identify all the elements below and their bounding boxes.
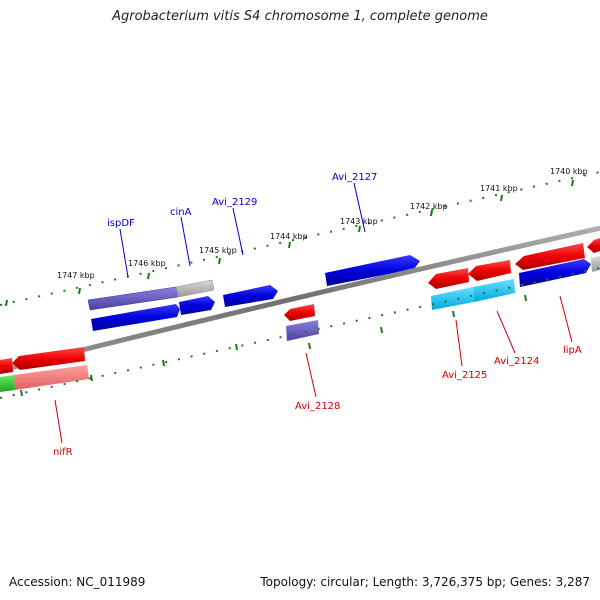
- map-title: Agrobacterium vitis S4 chromosome 1, com…: [112, 9, 488, 24]
- topology-text: Topology: circular; Length: 3,726,375 bp…: [260, 575, 590, 589]
- major-tick-1743: [358, 225, 361, 233]
- major-tick-1745: [218, 257, 221, 265]
- forward-label-lines: [119, 182, 366, 278]
- tick-label-1747: 1747 kbp: [57, 271, 95, 280]
- inner-major-tick-8: [524, 294, 527, 302]
- gene-avi-2127[interactable]: [325, 255, 420, 286]
- leader-lipa: [559, 295, 573, 343]
- inner-major-tick-3: [162, 359, 165, 367]
- tick-label-1744: 1744 kbp: [270, 232, 308, 241]
- gene-avi-2125-upper[interactable]: [428, 268, 469, 289]
- reverse-label-lines: [54, 295, 573, 444]
- gene-avi-2129[interactable]: [223, 285, 278, 307]
- gene-avi-2124-upper[interactable]: [468, 260, 511, 281]
- gene-nifr-upper[interactable]: [12, 347, 85, 370]
- inner-major-tick-4: [235, 343, 238, 351]
- major-tick-1747: [78, 287, 81, 295]
- label-avi-2128: Avi_2128: [295, 401, 340, 412]
- inner-major-tick-6: [380, 326, 383, 334]
- major-tick-left: [5, 299, 8, 307]
- accession-text: Accession: NC_011989: [9, 575, 146, 589]
- gene-ispdf-pseudo[interactable]: [175, 279, 215, 298]
- label-lipa: lipA: [563, 345, 582, 356]
- gene-lipa-upper[interactable]: [515, 243, 585, 270]
- leader-avi-2129: [232, 207, 244, 256]
- leader-avi-2124: [496, 310, 516, 354]
- inner-major-tick-1: [20, 389, 23, 397]
- gene-edge-right-lower[interactable]: [591, 256, 600, 272]
- gene-forward-1[interactable]: [91, 304, 180, 331]
- label-ispdf: ispDF: [107, 218, 135, 229]
- gene-avi-2124-lower[interactable]: [473, 279, 515, 302]
- outer-major-ticks: [5, 179, 574, 307]
- tick-label-1743: 1743 kbp: [340, 217, 378, 226]
- major-tick-1740: [571, 179, 574, 187]
- label-avi-2127: Avi_2127: [332, 172, 377, 183]
- inner-major-tick-7: [452, 310, 455, 318]
- major-tick-1742: [430, 209, 433, 217]
- major-tick-1744: [288, 241, 291, 249]
- label-avi-2125: Avi_2125: [442, 370, 487, 381]
- major-tick-1741: [500, 194, 503, 202]
- leader-avi-2127: [353, 182, 366, 233]
- label-avi-2129: Avi_2129: [212, 197, 257, 208]
- label-avi-2124: Avi_2124: [494, 356, 539, 367]
- leader-nifr: [54, 399, 63, 444]
- major-tick-1746: [147, 272, 150, 280]
- tick-label-1742: 1742 kbp: [410, 202, 448, 211]
- gene-avi-2125-lower[interactable]: [431, 287, 474, 310]
- gene-lipa-lower[interactable]: [519, 259, 591, 287]
- inner-major-tick-5: [308, 342, 311, 350]
- label-cina: cinA: [170, 207, 192, 218]
- leader-avi-2125: [455, 319, 463, 367]
- leader-ispdf: [119, 228, 129, 278]
- inner-major-tick-2: [90, 374, 93, 382]
- leader-avi-2128: [305, 352, 317, 398]
- gene-avi-2128-upper[interactable]: [284, 304, 315, 321]
- label-nifr: nifR: [53, 447, 73, 458]
- tick-label-1741: 1741 kbp: [480, 184, 518, 193]
- gene-forward-cina[interactable]: [179, 296, 215, 315]
- tick-label-1740: 1740 kbp: [550, 167, 588, 176]
- tick-label-1746: 1746 kbp: [128, 259, 166, 268]
- gene-nifr-lower[interactable]: [14, 365, 89, 390]
- inner-major-ticks: [20, 294, 527, 397]
- leader-cina: [180, 216, 191, 267]
- gene-edge-left-lower[interactable]: [0, 375, 15, 392]
- gene-edge-right-upper[interactable]: [587, 238, 600, 253]
- gene-edge-left-upper[interactable]: [0, 358, 13, 374]
- gene-avi-2128-lower[interactable]: [286, 320, 319, 341]
- tick-label-1745: 1745 kbp: [199, 246, 237, 255]
